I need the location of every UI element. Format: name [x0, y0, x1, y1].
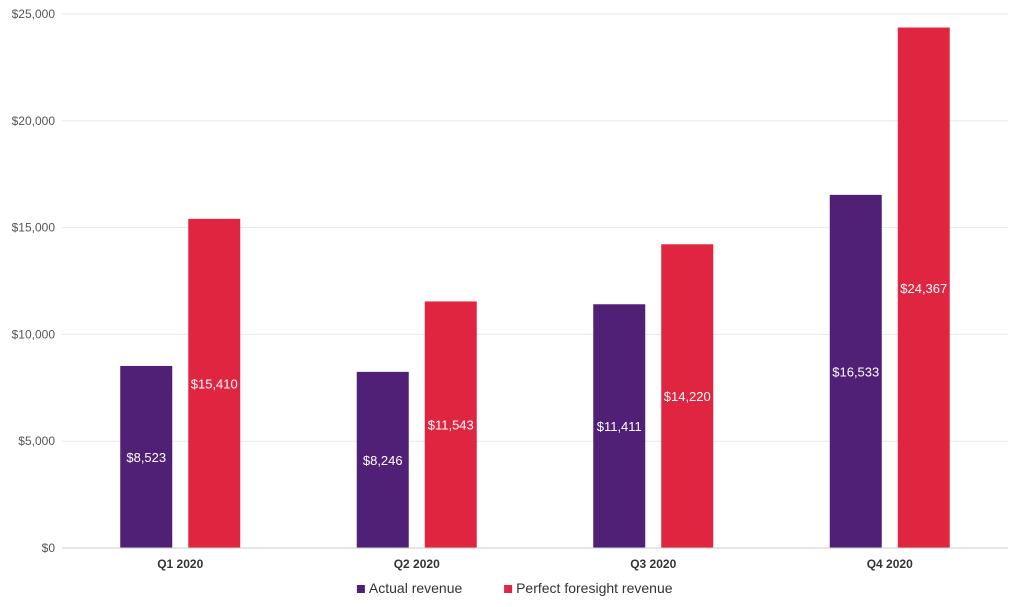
legend-swatch — [504, 585, 513, 593]
y-axis-ticks: $0 $5,000 $10,000 $15,000 $20,000 $25,000 — [12, 7, 56, 555]
x-tick-label: Q4 2020 — [867, 557, 913, 571]
bar — [188, 218, 241, 548]
y-tick-label: $5,000 — [18, 434, 55, 448]
data-labels: $8,523 $15,410 $8,246 $11,543 $11,411 $14,220… — [126, 281, 947, 468]
legend: Actual revenue Perfect foresight revenue — [356, 580, 673, 596]
x-axis-ticks: Q1 2020 Q2 2020 Q3 2020 Q4 2020 — [157, 557, 913, 571]
bar — [424, 301, 477, 548]
bar — [356, 371, 409, 548]
data-label: $11,543 — [428, 418, 474, 433]
x-tick-label: Q2 2020 — [394, 557, 440, 571]
y-tick-label: $25,000 — [12, 7, 56, 21]
bar — [593, 304, 646, 548]
data-label: $11,411 — [597, 419, 642, 434]
bars — [120, 27, 950, 549]
y-tick-label: $15,000 — [12, 221, 56, 235]
data-label: $15,410 — [191, 376, 238, 391]
y-tick-label: $20,000 — [12, 114, 56, 128]
data-label: $8,246 — [363, 453, 403, 468]
data-label: $24,367 — [900, 281, 947, 296]
bar — [120, 365, 173, 548]
x-tick-label: Q3 2020 — [630, 557, 676, 571]
legend-label: Actual revenue — [369, 580, 463, 596]
y-tick-label: $10,000 — [12, 327, 56, 341]
y-tick-label: $0 — [42, 541, 56, 555]
x-tick-label: Q1 2020 — [157, 557, 203, 571]
data-label: $8,523 — [126, 450, 166, 465]
legend-swatch — [356, 585, 365, 593]
legend-label: Perfect foresight revenue — [516, 580, 673, 596]
bar — [897, 27, 950, 549]
bar — [829, 194, 882, 549]
bar — [661, 244, 714, 548]
data-label: $14,220 — [664, 389, 711, 404]
data-label: $16,533 — [832, 364, 879, 379]
